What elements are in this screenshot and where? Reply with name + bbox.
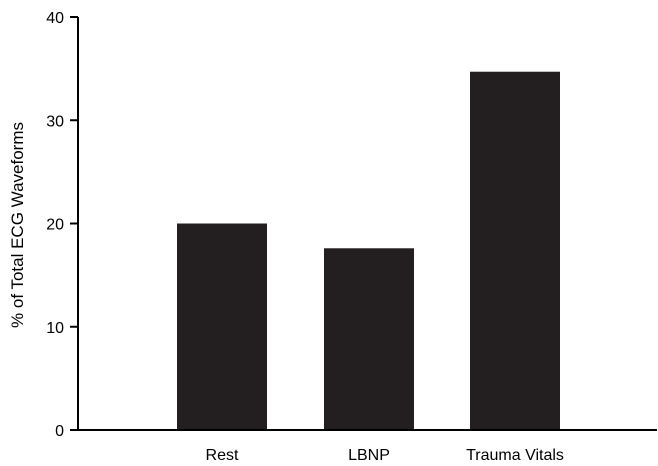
y-axis-label: % of Total ECG Waveforms (8, 122, 27, 328)
y-tick-label: 30 (46, 113, 64, 130)
x-tick-label: Rest (206, 447, 239, 464)
x-tick-labels-group: Rest LBNP Trauma Vitals (206, 447, 564, 464)
bar-lbnp (324, 248, 414, 430)
x-tick-label: LBNP (348, 447, 390, 464)
bar-trauma-vitals (470, 71, 560, 430)
y-tick-label: 10 (46, 320, 64, 337)
y-tick-label: 0 (55, 423, 64, 440)
bars-group (177, 71, 560, 430)
y-tick-label: 40 (46, 10, 64, 27)
y-tick-label: 20 (46, 217, 64, 234)
y-ticks-group: 0 10 20 30 40 (46, 10, 78, 440)
x-tick-label: Trauma Vitals (466, 447, 564, 464)
bar-rest (177, 223, 267, 430)
